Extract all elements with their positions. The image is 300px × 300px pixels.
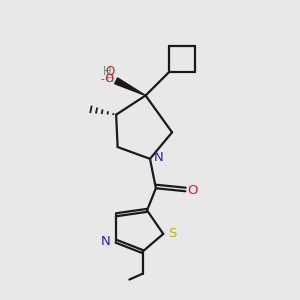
Text: N: N <box>154 151 163 164</box>
Text: N: N <box>101 235 111 248</box>
Text: H: H <box>105 74 114 84</box>
Text: -O: -O <box>94 74 114 84</box>
Text: H: H <box>103 65 112 78</box>
Text: O: O <box>188 184 198 197</box>
Text: O: O <box>105 65 115 78</box>
Polygon shape <box>115 78 146 95</box>
Text: S: S <box>169 227 177 240</box>
